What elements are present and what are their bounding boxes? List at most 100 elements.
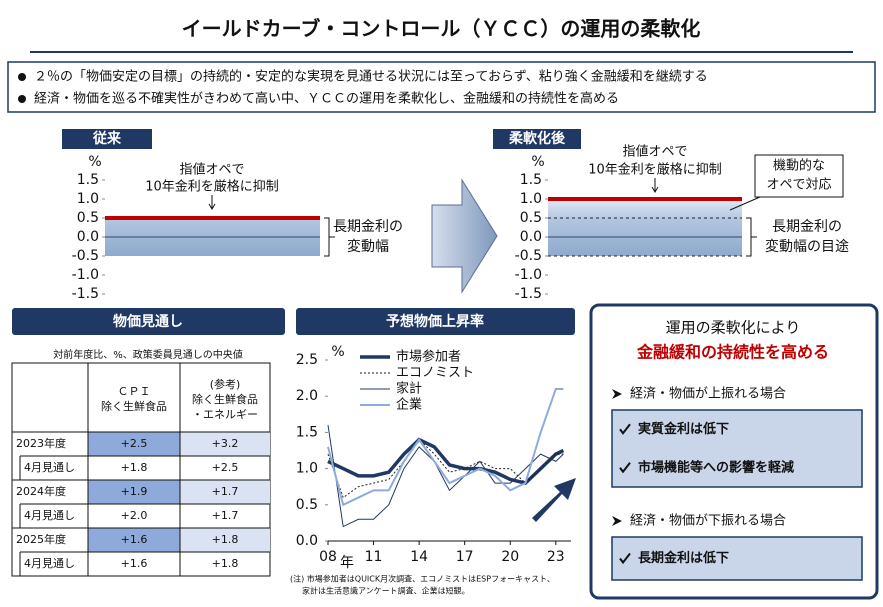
table-value: +2.0 — [121, 509, 148, 522]
footnote: 家計は生活意識アンケート調査、企業は短観。 — [302, 586, 470, 596]
y-tick-label: 0.5 — [77, 210, 99, 226]
unit: % — [88, 154, 101, 170]
title: イールドカーブ・コントロール（ＹＣＣ）の運用の柔軟化 — [182, 17, 701, 41]
y-tick-label: 0.5 — [296, 497, 318, 513]
tag — [493, 129, 581, 149]
y-tick-label: 1.5 — [77, 172, 99, 188]
cell-bg — [88, 480, 180, 504]
y-unit: % — [331, 344, 344, 360]
y-tick-label: -1.5 — [72, 286, 99, 302]
y-tick-label: 1.0 — [77, 191, 99, 207]
note: 10年金利を厳格に抑制 — [588, 162, 722, 178]
tag-label: 従来 — [92, 130, 122, 147]
bracket — [324, 217, 335, 257]
bullet: 経済・物価を巡る不確実性がきわめて高い中、ＹＣＣの運用を柔軟化し、金融緩和の持続… — [34, 91, 619, 107]
cell-bg — [180, 432, 270, 456]
note: 指値オペで — [179, 162, 244, 178]
table-caption: 対前年度比、%、政策委員見通しの中央値 — [53, 348, 243, 361]
y-tick-label: -1.0 — [72, 267, 99, 283]
row-label: 4月見通し — [24, 461, 75, 474]
section-header — [12, 308, 285, 335]
range-label: 変動幅の目途 — [765, 238, 849, 255]
note: 10年金利を厳格に抑制 — [145, 179, 279, 195]
footnote: (注) 市場参加者はQUICK月次調査、エコノミストはESPフォーキャスト、 — [290, 574, 555, 584]
x-tick-label: 11 — [365, 549, 383, 565]
legend-label: 企業 — [396, 397, 422, 413]
x-tick-label: 08 — [319, 549, 337, 565]
legend-label: エコノミスト — [396, 366, 474, 381]
row-label: 2025年度 — [16, 532, 66, 546]
legend-label: 市場参加者 — [396, 349, 461, 365]
y-tick-label: 1.0 — [520, 191, 542, 207]
side-pointer — [729, 196, 761, 211]
note-arrow — [208, 195, 216, 210]
side-note: オペで対応 — [766, 178, 831, 193]
table-value: +2.5 — [212, 461, 239, 474]
case-box — [611, 536, 863, 581]
case-point: 長期金利は低下 — [638, 550, 729, 566]
row-label: 2023年度 — [16, 436, 66, 450]
legend-label: 家計 — [396, 381, 422, 397]
y-tick-label: 0.5 — [520, 210, 542, 226]
transition-arrow — [431, 178, 498, 294]
note: 指値オペで — [622, 144, 687, 160]
column-header: ＣＰＩ — [118, 385, 151, 398]
y-tick-label: 1.0 — [296, 461, 318, 477]
y-tick-label: 1.5 — [296, 424, 318, 440]
column-header: ・エネルギー — [192, 408, 258, 421]
table-value: +1.6 — [121, 557, 148, 570]
upper-zone — [548, 199, 742, 218]
row-label: 4月見通し — [24, 509, 75, 522]
row-label: 4月見通し — [24, 557, 75, 570]
x-unit: 年 — [340, 555, 354, 571]
x-tick-label: 14 — [410, 549, 428, 565]
table-value: +1.9 — [121, 485, 148, 498]
bullet-dot — [18, 73, 26, 81]
check — [619, 462, 631, 474]
cell-bg — [88, 528, 180, 552]
series-line — [327, 438, 564, 499]
unit: % — [531, 154, 544, 170]
y-tick-label: 1.5 — [520, 172, 542, 188]
bullet-dot — [18, 95, 26, 103]
table-value: +1.8 — [121, 461, 148, 474]
case-box — [611, 409, 863, 488]
tag-label: 柔軟化後 — [508, 130, 566, 147]
table-value: +1.6 — [121, 533, 148, 546]
trend-arrow — [532, 478, 576, 522]
column-header: 除く生鮮食品 — [192, 392, 258, 406]
y-tick-label: -1.0 — [515, 267, 542, 283]
section-title: 物価見通し — [113, 313, 183, 330]
y-tick-label: 2.0 — [296, 388, 318, 404]
x-tick-label: 23 — [547, 549, 565, 565]
y-tick-label: 0.0 — [296, 533, 318, 549]
range-label: 長期金利の — [333, 219, 403, 235]
note-arrow — [651, 178, 659, 193]
case-point: 市場機能等への影響を軽減 — [638, 459, 794, 475]
y-tick-label: -0.5 — [515, 248, 542, 264]
case-marker — [612, 389, 622, 399]
side-note: 機動的な — [773, 158, 825, 174]
x-tick-label: 20 — [501, 549, 519, 565]
table-value: +3.2 — [212, 437, 239, 450]
cell-bg — [88, 432, 180, 456]
row-label: 2024年度 — [16, 484, 66, 498]
range-label: 変動幅 — [347, 238, 389, 255]
case-point: 実質金利は低下 — [638, 421, 729, 437]
bracket — [746, 217, 757, 257]
series-line — [327, 387, 564, 507]
case-marker — [612, 516, 622, 526]
summary-lead: 運用の柔軟化により — [666, 319, 801, 337]
section-title: 予想物価上昇率 — [386, 313, 484, 330]
x-tick-label: 17 — [456, 549, 474, 565]
bullet-box — [7, 61, 876, 113]
side-note-box — [754, 154, 844, 198]
series-line — [327, 437, 565, 486]
cell-bg — [180, 528, 270, 552]
y-tick-label: -0.5 — [72, 248, 99, 264]
table-value: +1.7 — [212, 485, 239, 498]
section-header — [296, 308, 575, 335]
check — [619, 552, 631, 565]
summary-headline: 金融緩和の持続性を高める — [636, 343, 829, 362]
